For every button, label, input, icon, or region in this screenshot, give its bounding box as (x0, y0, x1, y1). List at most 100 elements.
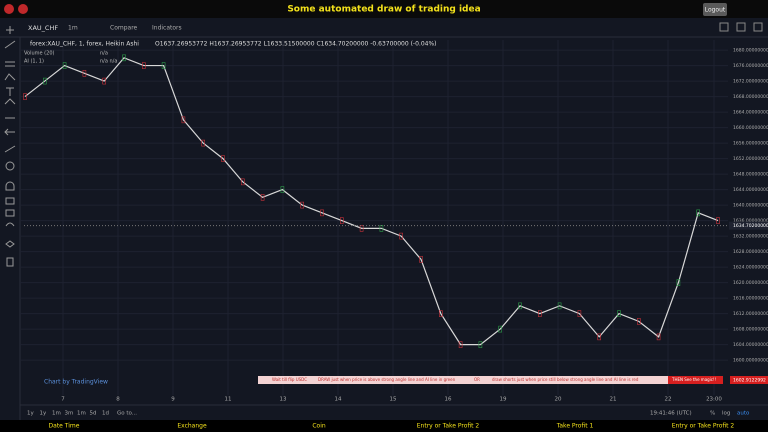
line-tool[interactable] (4, 40, 16, 49)
annotation: OR (474, 377, 480, 382)
candle (597, 333, 602, 341)
interval[interactable]: 1m (68, 25, 78, 32)
visibility-tool[interactable] (5, 222, 15, 227)
y-tick-label: 1620.00000000 (733, 280, 768, 286)
series-title: forex:XAU_CHF, 1, forex, Heikin Ashi (30, 41, 139, 48)
footer-label: Entry or Take Profit 2 (417, 423, 480, 430)
range-button[interactable]: 5d (90, 411, 97, 417)
candle (399, 232, 404, 240)
y-tick-label: 1656.00000000 (733, 141, 768, 147)
y-tick-label: 1660.00000000 (733, 125, 768, 131)
scale-option[interactable]: auto (737, 411, 750, 417)
footer-label: Date Time (49, 423, 80, 430)
back-tool[interactable] (4, 128, 15, 136)
candle (142, 62, 146, 69)
y-tick-label: 1612.00000000 (733, 311, 768, 317)
y-tick-label: 1644.00000000 (733, 187, 768, 193)
icon[interactable] (4, 4, 14, 14)
layers-tool[interactable] (5, 240, 15, 248)
logout-label[interactable]: Logout (705, 7, 726, 14)
footer-label: Coin (312, 423, 326, 430)
y-tick-label: 1600.00000000 (733, 358, 768, 364)
price-tag (730, 376, 768, 384)
candle (478, 341, 483, 348)
candle (617, 310, 621, 317)
candle (62, 62, 67, 69)
range-button[interactable]: 1y (27, 411, 34, 417)
plot (20, 40, 728, 395)
lock-all-tool[interactable] (5, 209, 15, 217)
annotation-price: 1602.9122992 (733, 378, 766, 384)
candle (280, 186, 285, 193)
text-tool[interactable] (6, 87, 14, 96)
study-value: n/a (100, 51, 108, 57)
x-tick-label: 23:00 (706, 397, 722, 403)
measure-tool[interactable] (4, 145, 16, 153)
fullscreen-icon[interactable] (736, 22, 746, 32)
y-tick-label: 1604.00000000 (733, 342, 768, 348)
brush-tool[interactable] (4, 73, 16, 81)
footer-label: Exchange (177, 423, 207, 430)
y-tick-label: 1636.00000000 (733, 218, 768, 224)
cursor-tool[interactable] (6, 26, 14, 34)
scale-option[interactable]: log (722, 411, 730, 417)
y-tick-label: 1632.00000000 (733, 234, 768, 240)
range-button[interactable]: 3m (65, 411, 74, 417)
candle (458, 341, 463, 348)
goto[interactable]: Go to... (117, 411, 137, 417)
range-button[interactable]: 1d (102, 411, 109, 417)
annotation-bar (258, 376, 723, 384)
last-price-label: 1634.70200000 (733, 223, 768, 229)
indicators[interactable]: Indicators (152, 25, 182, 32)
candle (300, 201, 305, 209)
camera-icon[interactable] (753, 22, 763, 32)
candle (102, 77, 106, 85)
candle (716, 217, 720, 224)
candle (181, 116, 186, 124)
footer-bar (0, 420, 768, 432)
fib-tool[interactable] (5, 61, 15, 67)
candle (419, 256, 423, 263)
y-tick-label: 1664.00000000 (733, 110, 768, 116)
candle (438, 310, 443, 317)
x-tick-label: 13 (280, 397, 287, 403)
y-tick-label: 1616.00000000 (733, 296, 768, 302)
range-button[interactable]: 1y (40, 411, 47, 417)
x-tick-label: 22 (665, 397, 672, 403)
symbol[interactable]: XAU_CHF (28, 24, 58, 32)
candle (201, 139, 205, 147)
candle (518, 302, 522, 310)
y-tick-label: 1652.00000000 (733, 156, 768, 162)
settings-icon[interactable] (719, 22, 729, 32)
candle (656, 333, 661, 341)
price-line (24, 57, 719, 346)
annotation: THEN See the magic!! (671, 377, 716, 382)
candle (557, 302, 562, 310)
x-tick-label: 11 (225, 397, 232, 403)
x-tick-label: 20 (555, 397, 562, 403)
candle (359, 225, 364, 232)
pattern-tool[interactable] (4, 98, 16, 105)
logout-button[interactable] (703, 3, 727, 16)
annotation-highlight (668, 376, 723, 384)
study-name: Volume (20) (24, 51, 54, 57)
candle (221, 155, 225, 162)
compare[interactable]: Compare (110, 25, 138, 32)
magnet-tool[interactable] (5, 181, 15, 191)
candle (498, 325, 503, 333)
zoom-tool[interactable] (5, 161, 15, 171)
candle (320, 209, 324, 217)
candle (23, 93, 27, 100)
lock-tool[interactable] (5, 197, 15, 205)
candle (122, 54, 126, 62)
range-button[interactable]: 1m (77, 411, 86, 417)
candle (577, 310, 582, 317)
header-bar (0, 0, 768, 18)
icon[interactable] (18, 4, 28, 14)
candle (696, 209, 701, 217)
candle (82, 70, 87, 77)
trash-tool[interactable] (6, 257, 14, 267)
range-button[interactable]: 1m (52, 411, 61, 417)
scale-option[interactable]: % (710, 411, 715, 417)
